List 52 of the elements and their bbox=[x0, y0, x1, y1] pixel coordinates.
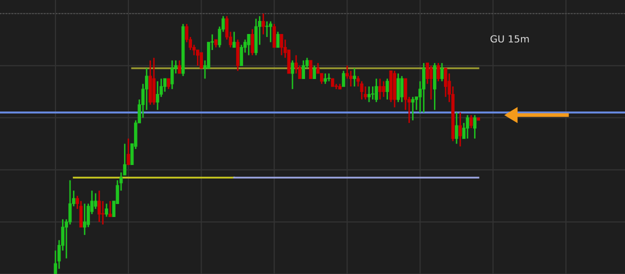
candlestick bbox=[371, 86, 374, 100]
candlestick bbox=[324, 72, 327, 85]
candlestick bbox=[101, 200, 104, 226]
candlestick bbox=[280, 34, 284, 56]
candlestick bbox=[236, 38, 240, 72]
candlestick bbox=[265, 20, 269, 38]
candlestick bbox=[98, 190, 101, 223]
candlestick bbox=[352, 68, 356, 88]
candlestick bbox=[378, 78, 382, 100]
candlestick bbox=[458, 112, 462, 148]
candlestick bbox=[411, 96, 414, 122]
candlestick bbox=[312, 64, 316, 80]
candlestick bbox=[386, 78, 389, 100]
candlestick bbox=[250, 28, 254, 56]
candlestick bbox=[422, 62, 426, 114]
candlestick bbox=[433, 62, 436, 111]
candlestick bbox=[436, 62, 440, 82]
candlestick bbox=[170, 60, 174, 90]
candlestick bbox=[276, 31, 280, 48]
candlestick bbox=[454, 112, 458, 144]
candlestick bbox=[400, 75, 404, 103]
candlestick bbox=[473, 114, 476, 140]
candlestick bbox=[268, 20, 272, 43]
candlestick bbox=[196, 49, 200, 66]
candlestick bbox=[466, 114, 470, 140]
candlestick bbox=[272, 23, 276, 48]
candlestick bbox=[290, 60, 294, 90]
candlestick bbox=[232, 31, 236, 48]
candlestick bbox=[152, 57, 156, 106]
candlestick bbox=[166, 78, 170, 90]
candlestick bbox=[302, 60, 306, 80]
candlestick bbox=[200, 52, 203, 69]
candlestick bbox=[178, 60, 182, 74]
candlestick bbox=[440, 62, 444, 82]
candlestick bbox=[374, 78, 378, 103]
candlestick bbox=[396, 72, 400, 103]
candlestick bbox=[156, 80, 160, 111]
candlestick bbox=[126, 138, 130, 166]
candlestick bbox=[104, 202, 108, 218]
candlestick bbox=[83, 202, 86, 236]
candlestick bbox=[94, 192, 98, 210]
text: GU 15m bbox=[490, 35, 529, 43]
candlestick bbox=[108, 200, 112, 218]
candlestick bbox=[444, 68, 448, 98]
candlestick bbox=[470, 114, 473, 129]
candlestick bbox=[309, 60, 312, 80]
candlestick bbox=[262, 12, 265, 36]
candlestick bbox=[382, 80, 386, 98]
candlestick bbox=[247, 34, 250, 56]
candlestick bbox=[79, 200, 83, 228]
candlestick bbox=[342, 70, 346, 88]
candlestick bbox=[429, 64, 433, 100]
